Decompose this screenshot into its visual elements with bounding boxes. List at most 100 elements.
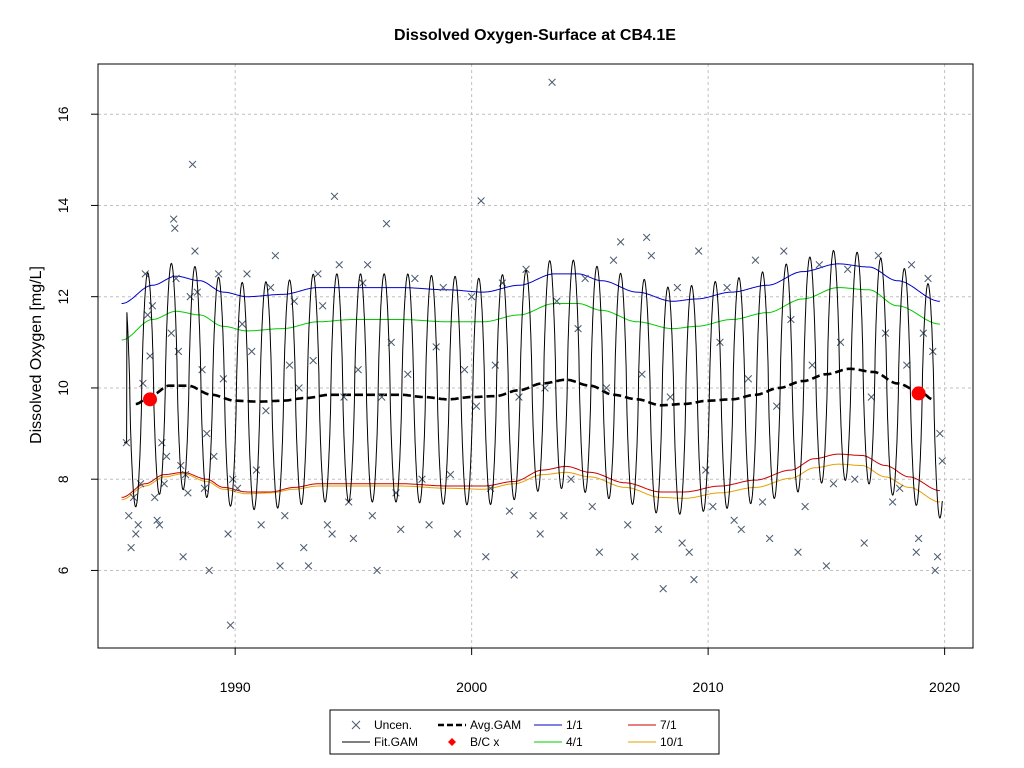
uncen-point [702,466,710,474]
uncen-point [453,530,462,538]
uncen-point [931,566,939,575]
bc-point [911,386,926,401]
y-tick-label: 16 [55,106,71,122]
uncen-point [439,283,448,292]
uncen-point [411,274,419,283]
uncen-point [243,270,251,278]
uncen-point [553,297,561,306]
uncen-point [765,534,774,543]
uncen-point [143,311,152,319]
uncen-point [340,393,348,401]
uncen-point [252,466,261,474]
uncen-point [368,511,377,520]
uncen-point [477,197,485,205]
uncen-point [912,548,920,556]
uncen-point [678,539,686,547]
uncen-point [124,511,133,520]
uncen-point [214,270,223,278]
axes: 1990 2000 2010 2020 6 8 10 12 14 16 [55,106,960,695]
legend-item-uncen: Uncen. [351,718,412,732]
uncen-point [148,302,157,310]
series-line-q7 [121,453,940,498]
uncen-point [257,521,265,529]
uncen-point [378,393,386,401]
uncen-point [938,457,947,465]
uncen-point [874,251,883,260]
legend-label: Avg.GAM [470,718,521,732]
uncen-point [685,548,693,556]
uncen-point [491,361,500,369]
uncen-point [919,329,928,337]
uncen-point [146,352,154,360]
uncen-point [529,511,537,520]
uncen-point [536,530,544,538]
uncen-point [285,361,294,369]
uncen-point [198,365,206,374]
uncen-point [425,521,433,529]
legend-item-fit: Fit.GAM [342,735,418,749]
uncen-point [560,511,568,520]
uncen-point [314,270,322,278]
uncen-point [330,192,339,201]
uncen-point [836,338,845,347]
uncen-point [730,516,738,525]
uncen-point [127,543,135,552]
y-tick-label: 10 [55,380,71,396]
uncen-point [772,402,781,410]
uncen-point [153,516,161,525]
uncen-point [744,375,753,383]
uncen-point [404,370,412,379]
uncen-point [482,552,490,561]
uncen-point [595,548,604,556]
uncen-point [349,534,358,543]
uncen-point [323,521,332,529]
uncen-point [460,365,469,374]
uncen-point [822,562,831,570]
uncen-point [186,292,194,301]
uncen-point [134,521,142,529]
uncen-point [609,256,618,264]
uncen-point [867,393,876,401]
uncen-point [666,393,675,401]
uncen-point [808,361,816,369]
uncen-point [219,375,228,383]
uncen-point [616,238,625,246]
legend-box [329,709,720,755]
x-tick-label: 1990 [220,679,251,695]
uncen-point [276,562,284,570]
uncen-point [548,78,556,87]
legend-item-q7: 7/1 [628,718,677,732]
uncen-point [522,265,530,274]
uncen-point [933,552,942,561]
uncen-point [262,406,270,415]
uncen-point [709,502,717,511]
uncen-point [200,484,209,493]
uncen-points [122,78,947,629]
uncen-point [188,160,197,169]
uncen-point [354,365,362,374]
uncen-point [510,571,518,579]
uncen-point [567,475,575,483]
uncen-point [359,279,367,287]
uncen-point [169,215,178,223]
legend-label: 4/1 [566,735,583,749]
uncen-point [266,283,275,292]
uncen-point [515,393,523,401]
plot-frame [97,63,974,649]
uncen-point [132,530,140,538]
uncen-point [328,530,336,538]
x-tick-label: 2020 [929,679,960,695]
uncen-point [851,475,859,483]
uncen-point [642,233,651,242]
uncen-point [673,283,682,292]
uncen-point [895,484,904,493]
uncen-point [139,379,147,388]
uncen-point [271,251,280,260]
x-tick-label: 2010 [693,679,724,695]
uncen-point [171,224,179,233]
uncen-point [162,452,171,461]
uncen-point [203,429,211,438]
uncen-point [335,260,343,269]
uncen-point [205,566,213,575]
uncen-point [167,329,176,337]
